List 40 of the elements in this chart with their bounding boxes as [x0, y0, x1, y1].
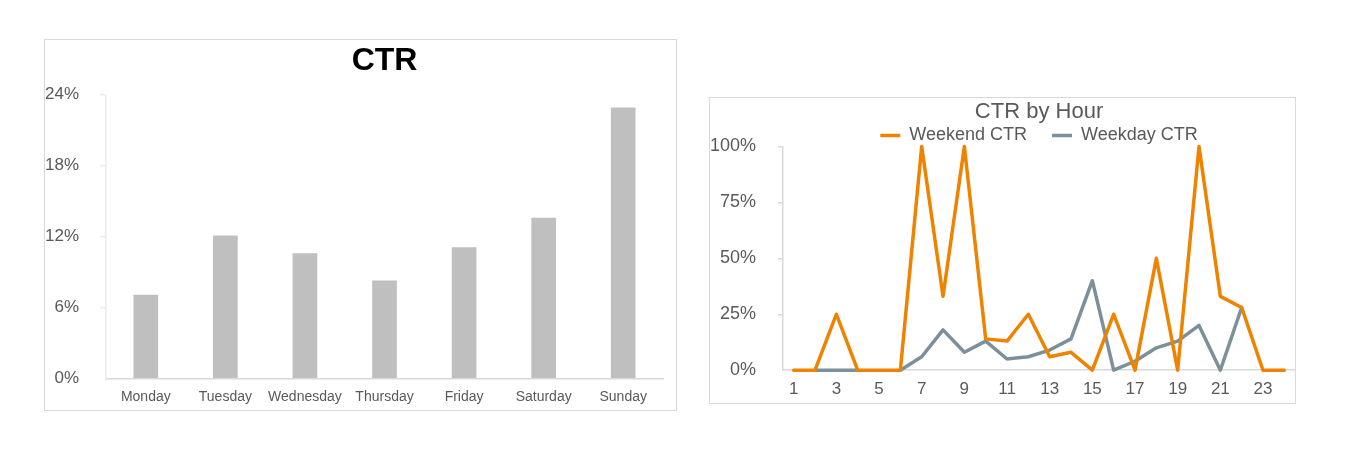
x-tick-label: Tuesday — [198, 388, 252, 405]
x-tick-label: Sunday — [599, 388, 647, 405]
y-tick-label: 6% — [54, 297, 80, 317]
y-tick-label: 75% — [720, 191, 757, 212]
y-tick-label: 0% — [730, 359, 757, 380]
x-tick-label: Monday — [120, 388, 171, 405]
x-tick-label: 11 — [998, 379, 1016, 399]
bar — [372, 280, 397, 379]
y-tick-label: 50% — [720, 247, 757, 268]
x-tick-label: 5 — [874, 379, 884, 399]
bar — [213, 235, 238, 379]
y-tick-label: 18% — [44, 155, 80, 175]
x-tick-label: 1 — [788, 379, 799, 399]
x-tick-label: 17 — [1125, 379, 1145, 399]
chart-title: CTR — [351, 41, 418, 78]
bar — [451, 247, 477, 379]
bar — [133, 294, 159, 379]
bar — [531, 217, 556, 379]
legend-label: Weekday CTR — [1081, 124, 1198, 145]
legend-label: Weekend CTR — [909, 124, 1028, 145]
x-tick-label: 23 — [1253, 379, 1273, 399]
y-tick-label: 25% — [720, 303, 757, 324]
chart-title: CTR by Hour — [974, 98, 1104, 124]
x-tick-label: 7 — [916, 379, 927, 399]
y-tick-label: 24% — [44, 84, 80, 104]
x-tick-label: Friday — [444, 388, 484, 405]
bar — [292, 253, 318, 379]
x-tick-label: Wednesday — [268, 388, 342, 405]
x-tick-label: 15 — [1082, 379, 1102, 399]
y-tick-label: 0% — [54, 368, 80, 388]
x-tick-label: 3 — [831, 379, 842, 399]
bar — [610, 107, 636, 379]
x-tick-label: Thursday — [355, 388, 414, 405]
x-tick-label: 19 — [1168, 379, 1188, 399]
x-tick-label: 9 — [959, 379, 970, 399]
x-tick-label: 21 — [1210, 379, 1230, 399]
y-tick-label: 12% — [44, 226, 80, 246]
x-tick-label: Saturday — [515, 388, 572, 405]
y-tick-label: 100% — [709, 135, 757, 156]
x-tick-label: 13 — [1040, 379, 1060, 399]
